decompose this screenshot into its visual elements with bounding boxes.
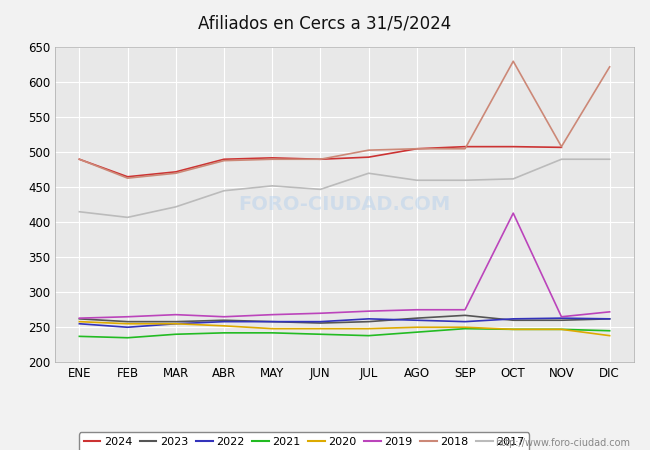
Text: Afiliados en Cercs a 31/5/2024: Afiliados en Cercs a 31/5/2024 <box>198 14 452 33</box>
Legend: 2024, 2023, 2022, 2021, 2020, 2019, 2018, 2017: 2024, 2023, 2022, 2021, 2020, 2019, 2018… <box>79 432 529 450</box>
Text: http://www.foro-ciudad.com: http://www.foro-ciudad.com <box>495 438 630 448</box>
Text: FORO-CIUDAD.COM: FORO-CIUDAD.COM <box>239 195 450 214</box>
